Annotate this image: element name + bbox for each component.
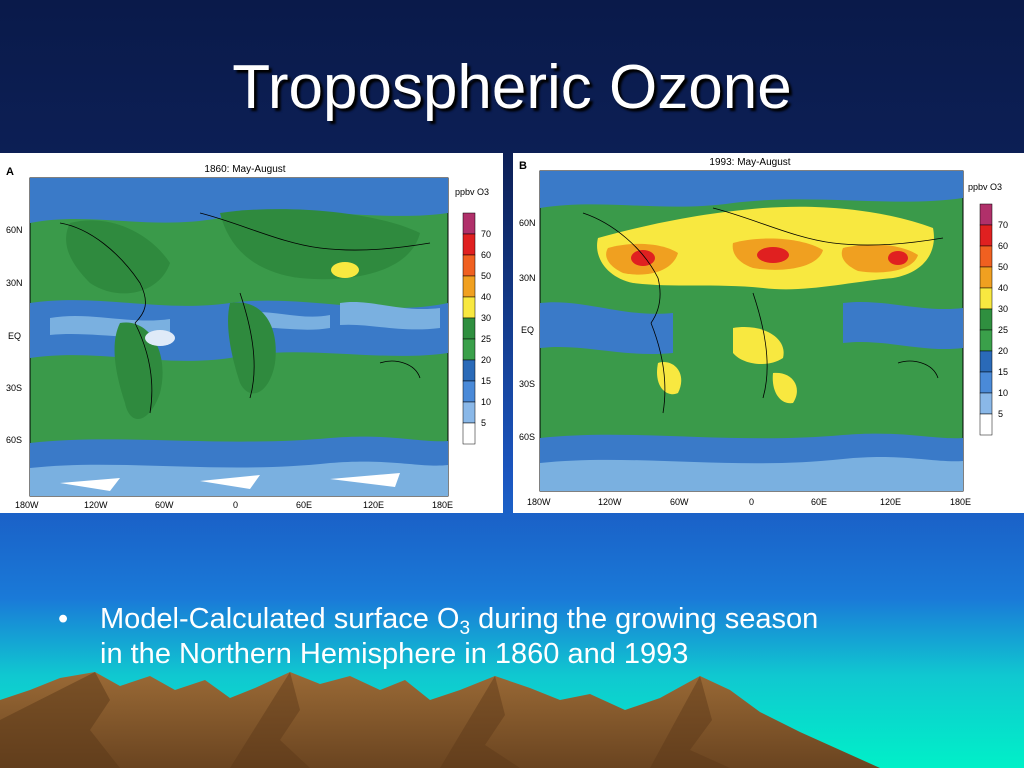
color-legend: 70 60 50 40 30 25 20 15 10 5 — [979, 203, 1008, 436]
bullet-text: Model-Calculated surface O3 during the g… — [100, 602, 980, 672]
map-panel-1993: B 1993: May-August ppbv O3 — [513, 153, 1024, 513]
lon-tick: 60W — [670, 497, 689, 507]
legend-swatch — [979, 371, 993, 394]
legend-swatch — [462, 233, 476, 256]
lon-tick: 180E — [950, 497, 971, 507]
lat-tick: 30N — [519, 273, 536, 283]
legend-swatch — [462, 275, 476, 298]
map-area — [29, 177, 449, 497]
bullet-text-part: during the growing season — [470, 603, 819, 635]
lon-tick: 180E — [432, 500, 453, 510]
lon-tick: 120E — [880, 497, 901, 507]
panel-letter: B — [519, 160, 527, 172]
lat-tick: 60S — [519, 432, 535, 442]
legend-swatch — [979, 224, 993, 247]
lat-tick: 60N — [519, 218, 536, 228]
legend-value: 50 — [998, 262, 1008, 272]
legend-swatch — [462, 359, 476, 382]
legend-value: 10 — [998, 388, 1008, 398]
lon-tick: 120E — [363, 500, 384, 510]
legend-value: 30 — [481, 313, 491, 323]
legend-swatch — [462, 254, 476, 277]
legend-swatch — [462, 422, 476, 445]
legend-swatch — [462, 296, 476, 319]
legend-value: 70 — [998, 220, 1008, 230]
lat-tick: 60N — [6, 225, 23, 235]
lon-tick: 60E — [296, 500, 312, 510]
legend-swatch — [462, 338, 476, 361]
legend-value: 10 — [481, 397, 491, 407]
legend-value: 20 — [998, 346, 1008, 356]
legend-swatch — [979, 392, 993, 415]
lon-axis-labels: 180W 120W 60W 0 60E 120E 180E — [15, 500, 453, 510]
lat-tick: 60S — [6, 435, 22, 445]
legend-swatch — [979, 350, 993, 373]
units-label: ppbv O3 — [455, 187, 489, 197]
map-area — [539, 170, 964, 492]
lon-tick: 180W — [15, 500, 39, 510]
legend-value: 70 — [481, 229, 491, 239]
lat-tick: 30S — [6, 383, 22, 393]
legend-swatch — [979, 308, 993, 331]
lon-tick: 0 — [749, 497, 754, 507]
color-legend: 70 60 50 40 30 25 20 15 10 5 — [462, 212, 491, 445]
legend-value: 40 — [998, 283, 1008, 293]
legend-swatch — [979, 329, 993, 352]
legend-value: 60 — [481, 250, 491, 260]
lat-tick: 30S — [519, 379, 535, 389]
units-label: ppbv O3 — [968, 182, 1002, 192]
subscript: 3 — [459, 618, 471, 639]
legend-value: 15 — [481, 376, 491, 386]
lon-axis-labels: 180W 120W 60W 0 60E 120E 180E — [527, 497, 971, 507]
map-title: 1860: May-August — [204, 164, 285, 175]
lat-tick: EQ — [521, 325, 534, 335]
legend-value: 20 — [481, 355, 491, 365]
legend-value: 50 — [481, 271, 491, 281]
map-title: 1993: May-August — [709, 157, 790, 168]
lon-tick: 180W — [527, 497, 551, 507]
legend-swatch — [979, 413, 993, 436]
bullet-text-line-2: in the Northern Hemisphere in 1860 and 1… — [100, 638, 689, 670]
legend-swatch — [462, 317, 476, 340]
legend-swatch — [979, 266, 993, 289]
panel-letter: A — [6, 166, 14, 178]
lat-tick: 30N — [6, 278, 23, 288]
legend-swatch — [462, 380, 476, 403]
map-panel-1860: A 1860: May-August ppbv O3 — [0, 153, 503, 513]
slide-title: Tropospheric Ozone — [232, 53, 792, 122]
legend-swatch — [979, 287, 993, 310]
lat-axis-labels: 60N 30N EQ 30S 60S — [519, 218, 536, 442]
legend-value: 25 — [998, 325, 1008, 335]
legend-value: 30 — [998, 304, 1008, 314]
legend-value: 5 — [998, 409, 1003, 419]
ozone-map-1860: A 1860: May-August ppbv O3 — [6, 164, 491, 510]
legend-value: 15 — [998, 367, 1008, 377]
legend-swatch — [462, 212, 476, 235]
lon-tick: 0 — [233, 500, 238, 510]
legend-swatch — [979, 245, 993, 268]
legend-value: 25 — [481, 334, 491, 344]
ozone-map-1993: B 1993: May-August ppbv O3 — [519, 157, 1008, 507]
legend-value: 60 — [998, 241, 1008, 251]
legend-value: 5 — [481, 418, 486, 428]
lon-tick: 60E — [811, 497, 827, 507]
lon-tick: 120W — [598, 497, 622, 507]
bullet-text-part: Model-Calculated surface O — [100, 603, 460, 635]
legend-swatch — [462, 401, 476, 424]
lon-tick: 60W — [155, 500, 174, 510]
legend-value: 40 — [481, 292, 491, 302]
mountain-range — [0, 672, 880, 768]
lon-tick: 120W — [84, 500, 108, 510]
lat-tick: EQ — [8, 331, 21, 341]
legend-swatch — [979, 203, 993, 226]
bullet-marker: • — [58, 603, 69, 635]
lat-axis-labels: 60N 30N EQ 30S 60S — [6, 225, 23, 445]
